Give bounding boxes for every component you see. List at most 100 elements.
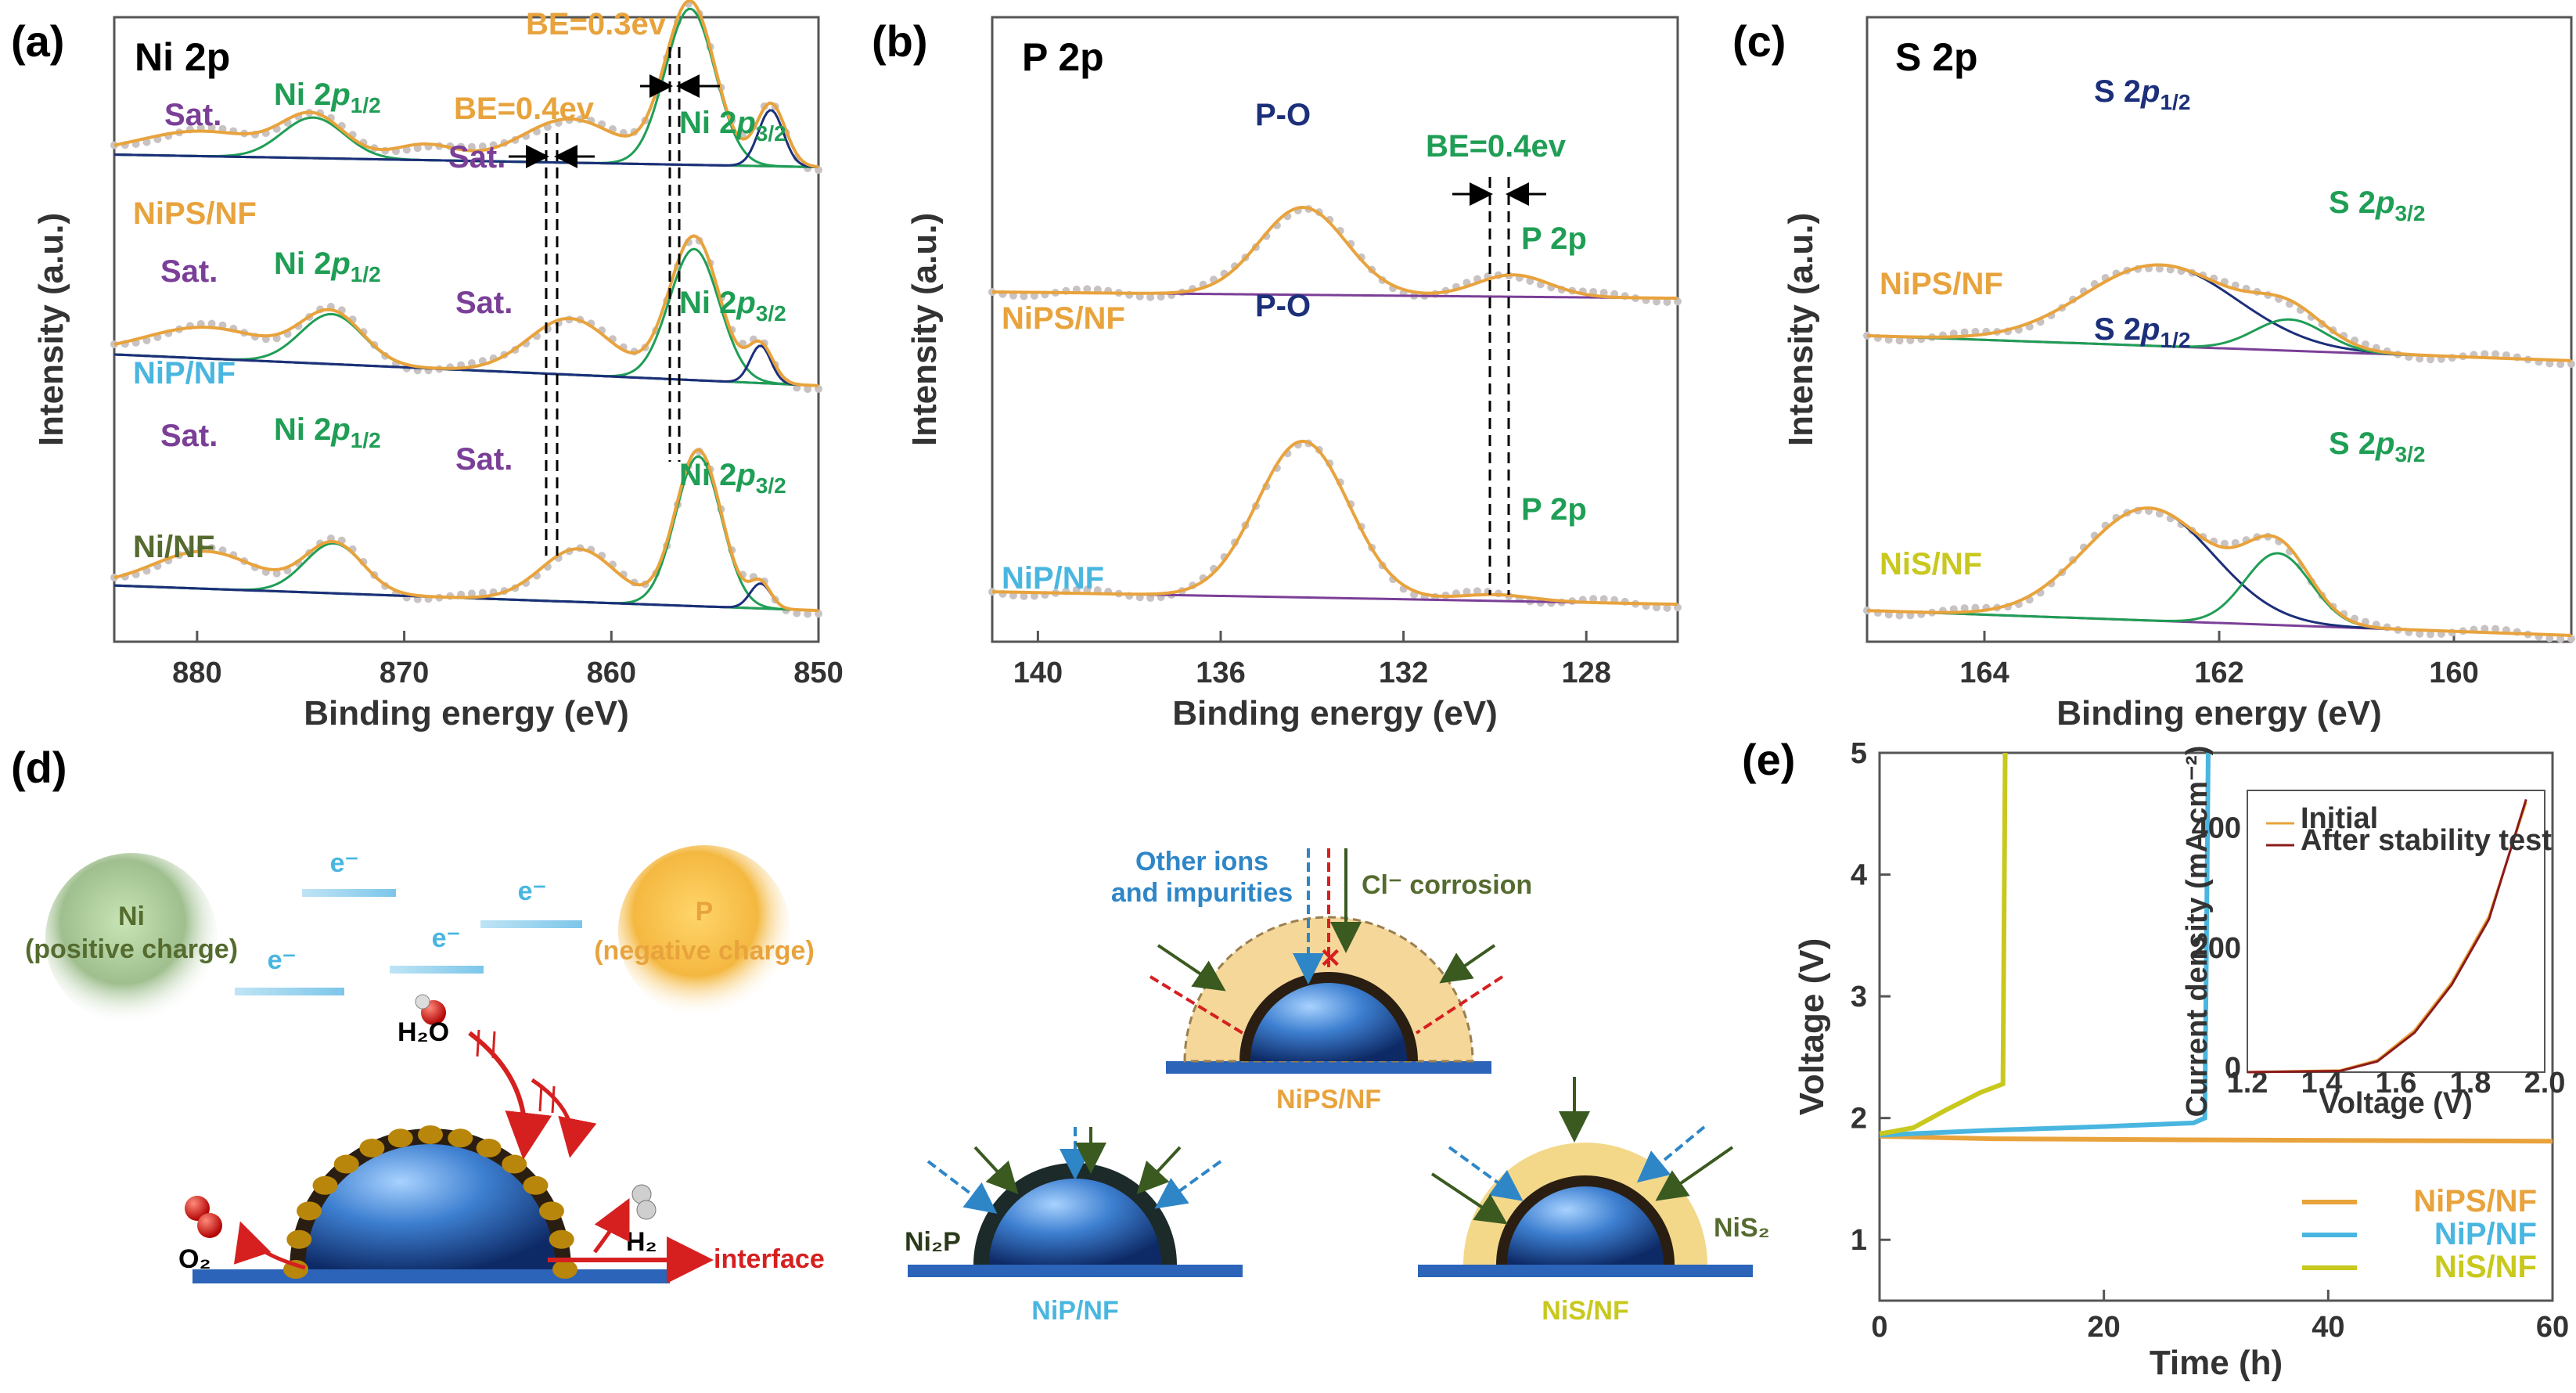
x-tick-label: 40 <box>2312 1311 2344 1344</box>
a-sat-5: Sat. <box>160 419 218 453</box>
a-sat-4: Sat. <box>455 286 513 320</box>
inset-legend-label: After stability test <box>2301 824 2552 857</box>
ion-arrow <box>1448 1146 1524 1201</box>
data-point <box>2491 350 2500 358</box>
surface-particle <box>297 1201 322 1221</box>
surface-particle <box>333 1154 359 1174</box>
o2-molecule <box>185 1196 210 1221</box>
x-tick-label: 860 <box>587 657 636 689</box>
a-ni2p32-1: Ni 2p3/2 <box>679 106 786 146</box>
e-arrow <box>390 966 484 974</box>
data-point <box>2481 350 2489 358</box>
b-p2p-2: P 2p <box>1521 492 1587 527</box>
x-tick-label: 20 <box>2088 1311 2121 1344</box>
ni2p-label: Ni₂P <box>905 1227 961 1257</box>
y-tick-label: 3 <box>1851 981 1867 1013</box>
data-point <box>1599 288 1608 297</box>
cl-arrow <box>1439 944 1496 984</box>
x-tick-label: 140 <box>1013 657 1063 689</box>
chart-b: 140 136 132 128 P 2p Binding energy (eV) In… <box>905 16 1682 732</box>
panel-tag-a: (a) <box>11 16 64 66</box>
reaction-arrow <box>233 1221 306 1270</box>
e-arrow <box>235 988 344 995</box>
h2o-molecule <box>415 994 430 1010</box>
impurities-label: and impurities <box>1111 878 1293 908</box>
series-NiP/NF <box>1879 752 2211 1138</box>
panel-tag-b: (b) <box>872 16 928 66</box>
substrate-nis <box>1418 1265 1753 1277</box>
chart-a-title: Ni 2p <box>135 35 230 79</box>
data-point <box>1653 603 1661 612</box>
ni-label: Ni <box>118 902 145 931</box>
inset-x-tick: 2.0 <box>2524 1067 2566 1100</box>
inset-y-tick: 200 <box>2192 932 2241 965</box>
surface-particle <box>312 1175 338 1195</box>
cl-corrosion-label: Cl⁻ corrosion <box>1362 870 1532 900</box>
nis-core <box>1507 1186 1664 1265</box>
fit-Ni/NF <box>113 448 819 613</box>
substrate-nips <box>1166 1061 1491 1074</box>
a-ni2p12-3: Ni 2p1/2 <box>274 412 381 452</box>
a-sat-1: Sat. <box>164 98 221 132</box>
a-label-nips: NiPS/NF <box>133 196 257 231</box>
a-ni2p12-2: Ni 2p1/2 <box>274 247 381 286</box>
reaction-arrow <box>468 1031 552 1160</box>
fit-NiP/NF <box>991 439 1678 607</box>
surface-particle <box>523 1175 549 1195</box>
fit-NiS/NF <box>1866 506 2572 638</box>
a-ni2p32-2: Ni 2p3/2 <box>679 286 786 326</box>
inset-frame <box>2247 790 2545 1073</box>
nip-core <box>989 1179 1161 1265</box>
ion-arrow <box>1154 1160 1222 1209</box>
c-label-nips: NiPS/NF <box>1880 267 2003 301</box>
inset-y-tick: 0 <box>2225 1052 2241 1085</box>
chart-e-xlabel: Time (h) <box>2150 1344 2283 1382</box>
reaction-arrow <box>592 1198 630 1254</box>
x-tick-label: 880 <box>172 657 221 689</box>
inset-ylabel: Current density (mA cm⁻²) <box>2181 746 2214 1118</box>
p-cloud <box>618 845 790 1017</box>
y-tick-label: 4 <box>1851 859 1867 892</box>
electron-2: e⁻ <box>268 945 297 975</box>
chart-a-ylabel: Intensity (a.u.) <box>32 213 70 446</box>
data-point <box>804 610 812 618</box>
c-s2p32-2: S 2p3/2 <box>2329 427 2425 466</box>
x-tick-label: 60 <box>2536 1311 2569 1344</box>
data-point <box>1473 587 1481 596</box>
data-point <box>1020 592 1028 600</box>
x-tick-label: 132 <box>1379 657 1428 689</box>
surface-particle <box>538 1201 564 1221</box>
ni-charge: (positive charge) <box>25 934 238 964</box>
inset-x-tick: 1.8 <box>2450 1067 2491 1100</box>
data-point <box>1589 595 1598 603</box>
series-NiS/NF <box>1879 752 2008 1136</box>
reaction-arrow <box>531 1078 597 1158</box>
chart-a: 880 870 860 850 Ni 2p Binding energy (eV) I… <box>32 0 844 732</box>
cl-arrow <box>1136 1146 1182 1194</box>
data-point <box>1599 595 1608 603</box>
panel-tag-c: (c) <box>1732 16 1786 66</box>
chart-c-plot: 164 162 160 <box>1863 263 2575 689</box>
legend-label: NiP/NF <box>2434 1217 2537 1251</box>
legend-label: NiPS/NF <box>2413 1184 2537 1218</box>
data-point <box>1663 297 1671 306</box>
data-point <box>1462 588 1471 596</box>
chart-b-xlabel: Binding energy (eV) <box>1172 694 1498 732</box>
component-navy <box>113 109 819 168</box>
data-point <box>1960 328 1969 337</box>
chart-e-frame <box>1878 751 2554 1302</box>
x-tick-label: 850 <box>793 657 843 689</box>
fit-NiPS/NF <box>113 0 819 169</box>
inset-legend-label: Initial <box>2301 802 2378 835</box>
h2-label: H₂ <box>626 1227 657 1257</box>
chart-c-title: S 2p <box>1895 35 1978 79</box>
interface-label: interface <box>714 1244 825 1274</box>
nips-label: NiPS/NF <box>1276 1085 1381 1114</box>
chart-c: 164 162 160 S 2p Binding energy (eV) Inten… <box>1782 16 2575 732</box>
electron-flow: e⁻ e⁻ e⁻ e⁻ <box>235 848 582 995</box>
electron-3: e⁻ <box>432 923 461 953</box>
chart-b-frame <box>991 16 1679 643</box>
a-sat-6: Sat. <box>455 442 513 477</box>
